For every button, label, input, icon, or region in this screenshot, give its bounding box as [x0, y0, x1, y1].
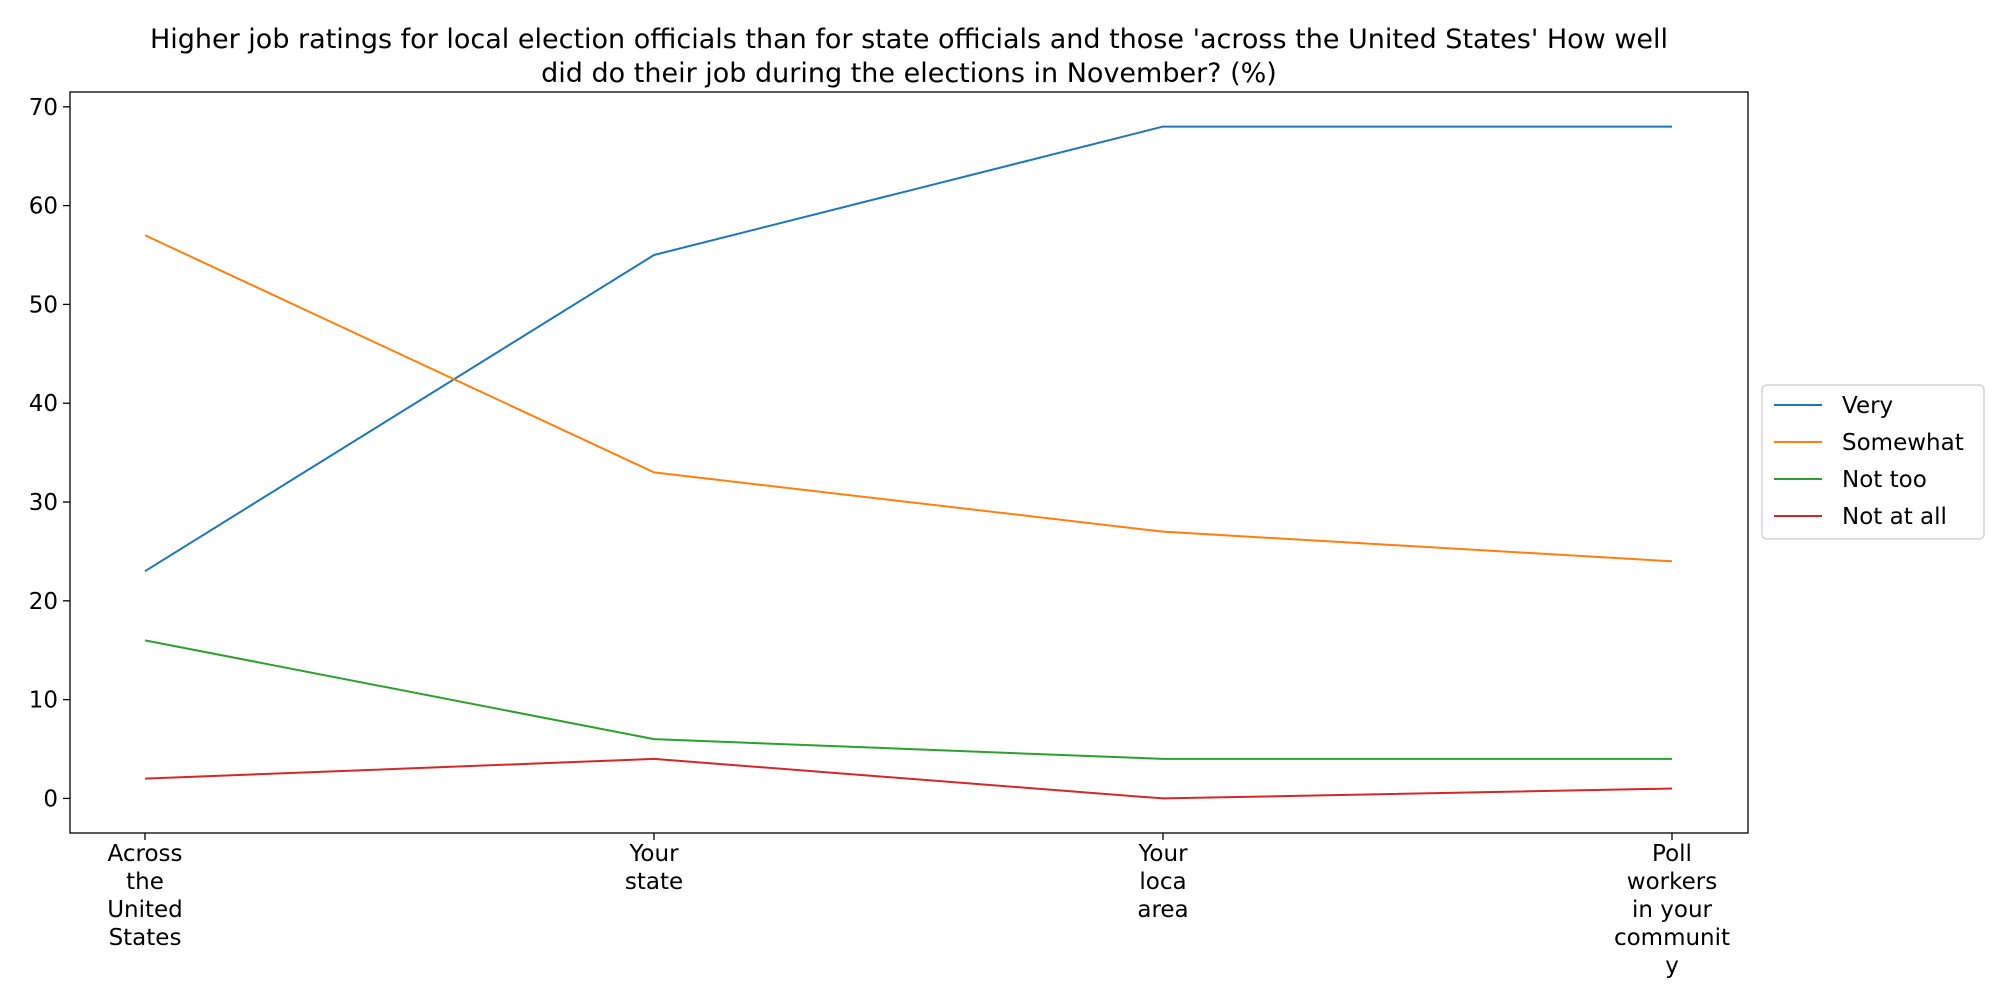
legend-label: Very: [1842, 393, 1893, 419]
y-tick-label: 50: [29, 292, 58, 318]
x-tick-label: communit: [1614, 925, 1730, 951]
x-tick-label: in your: [1632, 897, 1713, 923]
series-line-somewhat: [144, 234, 1673, 563]
plot-area-frame: [69, 91, 1749, 834]
legend-label: Not too: [1842, 467, 1927, 493]
chart-title-line: did do their job during the elections in…: [541, 58, 1277, 89]
x-tick-label: loca: [1139, 869, 1186, 895]
chart-title: Higher job ratings for local election of…: [150, 24, 1668, 89]
x-tick-label: States: [109, 925, 182, 951]
y-tick-label: 60: [29, 194, 58, 220]
x-tick-label: area: [1137, 897, 1188, 923]
series-line-not-too: [144, 639, 1672, 760]
y-tick-label: 10: [29, 688, 58, 714]
x-tick-label: United: [107, 897, 183, 923]
legend: Very Somewhat Not too Not at all: [1761, 384, 1985, 540]
series-line-not-at-all: [144, 757, 1673, 800]
x-tick-label: Poll: [1652, 841, 1692, 867]
series-line-very: [144, 125, 1672, 573]
chart-title-line: Higher job ratings for local election of…: [150, 24, 1668, 55]
legend-label: Somewhat: [1842, 430, 1964, 456]
y-axis: 0 10 20 30 40 50 60 70: [29, 95, 70, 812]
y-tick-label: 70: [29, 95, 58, 121]
x-tick-label: Your: [628, 841, 679, 867]
legend-label: Not at all: [1842, 504, 1947, 530]
x-tick-label: the: [126, 869, 164, 895]
y-tick-label: 0: [43, 786, 58, 812]
x-tick-label: Across: [108, 841, 183, 867]
x-tick-label: Your: [1137, 841, 1188, 867]
x-tick-label: y: [1665, 953, 1679, 979]
x-tick-label: workers: [1627, 869, 1717, 895]
y-tick-label: 20: [29, 589, 58, 615]
x-axis: AcrosstheUnitedStatesYourstateYourlocaar…: [107, 833, 1730, 979]
x-tick-label: state: [625, 869, 683, 895]
y-tick-label: 30: [29, 490, 58, 516]
y-tick-label: 40: [29, 391, 58, 417]
legend-box: [1761, 384, 1985, 540]
series-lines: [144, 125, 1673, 800]
